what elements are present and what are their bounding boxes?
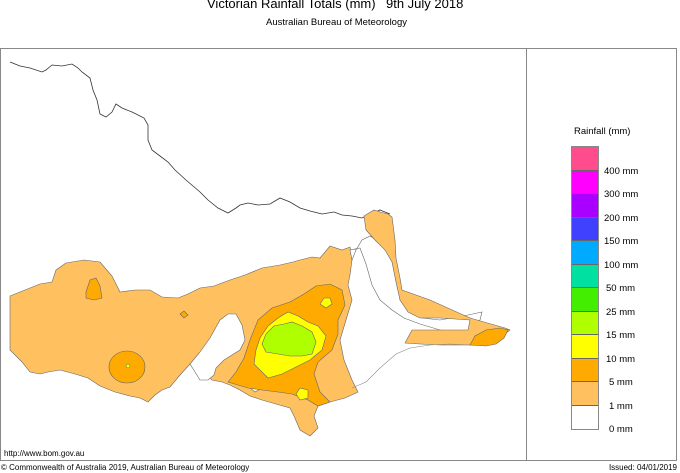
legend-swatch-150-200 <box>572 217 598 241</box>
legend-label: 25 mm <box>606 307 636 318</box>
legend-title: Rainfall (mm) <box>574 126 631 137</box>
issued-date: Issued: 04/01/2019 <box>608 463 677 472</box>
subtitle: Australian Bureau of Meteorology <box>266 17 407 28</box>
legend-swatch-1-5 <box>572 382 598 406</box>
victoria-rainfall-map <box>9 61 511 437</box>
legend-swatch-15-25 <box>572 311 598 335</box>
rainfall-5-10mm-blob-1 <box>85 277 103 301</box>
legend-swatch-300-400 <box>572 170 598 194</box>
rainfall-10-15mm-blob-s <box>295 387 309 401</box>
rainfall-5-10mm-blob-2 <box>179 310 189 319</box>
legend-label: 150 mm <box>604 236 639 247</box>
coastline-gippsland <box>351 343 471 389</box>
rainfall-15-25mm-central <box>261 321 317 357</box>
port-phillip-bay <box>189 313 246 381</box>
legend-divider <box>526 48 527 461</box>
legend-label: 200 mm <box>604 213 639 224</box>
map-title: Victorian Rainfall Totals (mm) 9th July … <box>0 0 680 14</box>
legend-label: 5 mm <box>609 377 633 388</box>
legend-label: 10 mm <box>606 354 636 365</box>
legend-label: 50 mm <box>606 283 636 294</box>
legend-swatch-10-15 <box>572 335 598 359</box>
rainfall-10-15mm-blob-ne <box>319 297 333 309</box>
legend-swatch-25-50 <box>572 288 598 312</box>
title-date: 9th July 2018 <box>386 0 464 11</box>
copyright-notice: © Commonwealth of Australia 2019, Austra… <box>1 463 250 472</box>
legend-label: 100 mm <box>604 260 639 271</box>
legend-label: 0 mm <box>609 424 633 435</box>
title-text: Victorian Rainfall Totals (mm) <box>207 0 376 11</box>
legend-label: 300 mm <box>604 189 639 200</box>
legend-swatch-100-150 <box>572 241 598 265</box>
legend-swatch-50-100 <box>572 264 598 288</box>
legend-label: 1 mm <box>609 401 633 412</box>
map-frame <box>0 48 677 461</box>
legend-label: 15 mm <box>606 330 636 341</box>
rainfall-10-15mm-dot <box>125 363 131 369</box>
state-border-north <box>9 61 391 219</box>
bom-url-link[interactable]: http://www.bom.gov.au <box>4 449 85 458</box>
legend-swatch-5-10 <box>572 358 598 382</box>
legend-label: 400 mm <box>604 166 639 177</box>
legend-swatch-200-300 <box>572 194 598 218</box>
legend-swatch-400-plus <box>572 147 598 171</box>
legend-color-bar <box>571 146 599 430</box>
rainfall-5-10mm-east <box>469 327 509 347</box>
legend-swatch-0-1 <box>572 405 598 429</box>
